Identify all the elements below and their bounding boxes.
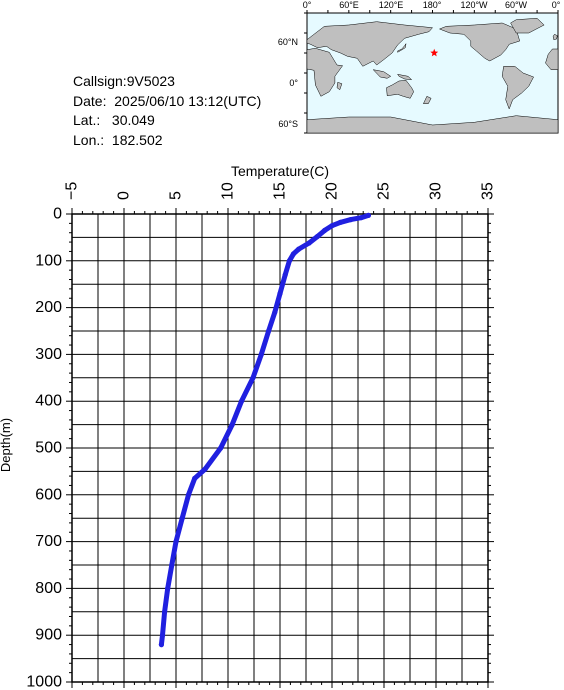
chart-grid	[71, 213, 489, 683]
date-text: Date: 2025/06/10 13:12(UTC)	[73, 92, 262, 109]
y-axis-label: Depth(m)	[0, 418, 13, 472]
x-tick-label: 10	[220, 182, 237, 200]
y-tick-label: 300	[35, 346, 62, 363]
map-landmass	[423, 95, 432, 104]
map-lat-label-0: 0°	[289, 78, 298, 88]
profile-point	[286, 258, 292, 264]
map-land	[306, 18, 559, 134]
plot-frame	[71, 213, 489, 683]
y-tick-label: 500	[35, 440, 62, 457]
x-tick-label: 0	[116, 191, 133, 200]
profile-point	[238, 398, 245, 404]
x-tick-label: 20	[324, 182, 341, 200]
profile-point	[158, 642, 164, 648]
y-tick-label: 600	[35, 486, 62, 503]
x-tick-label: 5	[168, 191, 185, 200]
y-tick-label: 0	[53, 206, 62, 223]
profile-point	[192, 475, 198, 481]
lat-text: Lat.: 30.049	[73, 112, 155, 128]
map-landmass	[397, 73, 413, 81]
profile-point	[272, 309, 278, 315]
map-landmass	[386, 80, 414, 99]
map-lon-label-3: 180°	[423, 0, 442, 10]
y-tick-label: 800	[35, 580, 62, 597]
map-landmass	[510, 18, 545, 34]
profile-point	[162, 609, 168, 615]
profile-point	[322, 227, 328, 233]
map-landmass	[552, 33, 558, 41]
y-tick-label: 200	[35, 299, 62, 316]
map-landmass	[501, 66, 534, 110]
profile-point	[202, 466, 208, 472]
chart-series	[158, 212, 371, 648]
map-landmass	[336, 81, 343, 91]
x-axis-label: Temperature(C)	[231, 163, 329, 179]
callsign-text: Callsign:9V5023	[73, 73, 175, 89]
map-landmass	[372, 69, 392, 79]
profile-point	[277, 291, 283, 297]
map-lon-label-4: 120°W	[460, 0, 488, 10]
profile-point	[218, 445, 224, 451]
map-lat-label-60s: 60°S	[278, 119, 298, 129]
map-lat-label-60n: 60°N	[278, 37, 298, 47]
map-landmass	[306, 21, 434, 67]
map-landmass	[438, 22, 521, 62]
profile-point	[266, 328, 272, 334]
profile-point	[348, 217, 354, 223]
x-tick-label: −5	[64, 182, 81, 200]
x-tick-label: 25	[376, 182, 393, 200]
map-lon-label-1: 60°E	[339, 0, 359, 10]
profile-point	[165, 585, 171, 592]
x-tick-label: 15	[272, 182, 289, 200]
profile-point	[365, 212, 371, 218]
map-ticks	[304, 10, 559, 134]
temperature-profile-line	[158, 212, 371, 648]
y-tick-label: 700	[35, 533, 62, 550]
profile-point	[296, 246, 302, 252]
map-lon-label-2: 120°E	[379, 0, 404, 10]
x-tick-label: 35	[480, 182, 497, 200]
chart-tick-labels: −5 0 5 10 15 20 25 30 35010020030040050060070080…	[26, 182, 496, 690]
profile-point	[250, 375, 256, 381]
profile-point	[358, 215, 364, 221]
map-lon-label-0: 0°	[303, 0, 312, 10]
map-landmass	[397, 43, 407, 53]
location-marker-star	[430, 48, 439, 57]
profile-point	[337, 219, 343, 225]
profile-point	[229, 422, 235, 428]
map-landmass	[545, 48, 559, 70]
map-landmass	[306, 115, 559, 134]
station-info: Callsign:9V5023 Date: 2025/06/10 13:12(U…	[73, 72, 261, 150]
map-lon-label-5: 60°W	[505, 0, 528, 10]
x-tick-label: 30	[428, 182, 445, 200]
profile-point	[314, 233, 320, 240]
profile-point	[173, 539, 179, 545]
lon-text: Lon.: 182.502	[73, 131, 163, 148]
profile-point	[159, 632, 166, 638]
profile-point	[290, 251, 297, 257]
location-marker-icon	[430, 48, 439, 57]
profile-point	[329, 223, 335, 229]
map-landmass	[306, 48, 344, 97]
map-lon-label-6: 0°	[552, 0, 561, 10]
profile-point	[258, 351, 264, 357]
y-tick-label: 900	[35, 627, 62, 644]
profile-point	[185, 492, 192, 498]
profile-point	[179, 515, 185, 521]
profile-point	[169, 562, 175, 568]
profile-point	[282, 272, 288, 278]
profile-point	[306, 240, 312, 246]
y-tick-label: 1000	[26, 674, 62, 690]
y-tick-label: 400	[35, 393, 62, 410]
y-tick-label: 100	[35, 252, 62, 269]
